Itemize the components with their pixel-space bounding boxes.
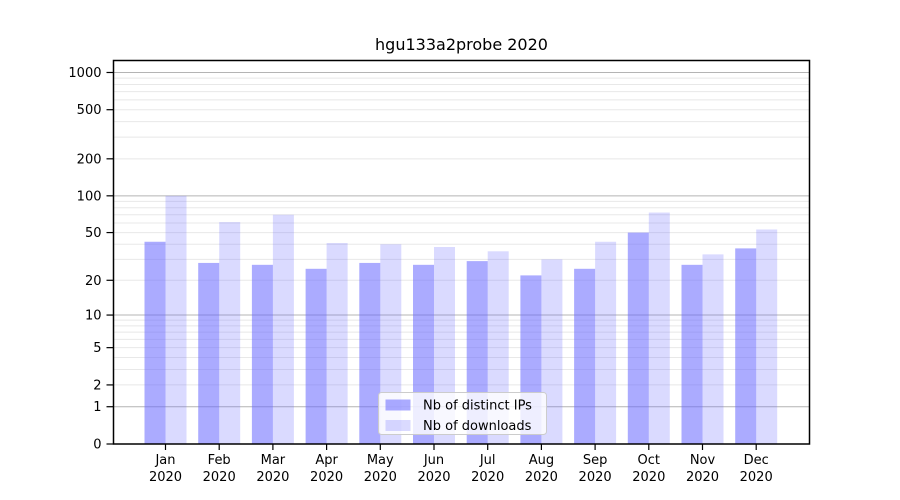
y-tick-label: 200 xyxy=(77,152,102,167)
x-tick-label-year: 2020 xyxy=(632,470,665,485)
x-tick-label-month: Jan xyxy=(154,453,175,468)
x-tick-label-year: 2020 xyxy=(256,470,289,485)
plot-frame xyxy=(112,59,811,445)
bar-downloads-Oct xyxy=(648,212,670,444)
legend-box xyxy=(378,392,547,435)
x-tick-label-year: 2020 xyxy=(740,470,773,485)
legend: Nb of distinct IPs Nb of downloads xyxy=(378,392,547,435)
bar-downloads-Apr xyxy=(326,243,348,444)
x-tick-label-year: 2020 xyxy=(364,470,397,485)
legend-swatch-distinct-ips xyxy=(385,399,411,411)
y-tick-label: 100 xyxy=(77,189,102,204)
x-tick-label-month: Sep xyxy=(583,453,608,468)
bar-distinct-ips-Feb xyxy=(198,262,220,444)
y-tick-label: 5 xyxy=(93,341,101,356)
bar-distinct-ips-Dec xyxy=(735,248,757,444)
x-tick-label-month: Apr xyxy=(315,453,338,468)
y-tick-label: 1 xyxy=(93,400,101,415)
bar-layer xyxy=(144,195,778,444)
bar-downloads-Nov xyxy=(702,254,724,444)
bar-downloads-Mar xyxy=(272,214,294,444)
bar-distinct-ips-Sep xyxy=(574,268,596,444)
x-tick-label-year: 2020 xyxy=(310,470,343,485)
x-tick-label-month: May xyxy=(367,453,394,468)
x-tick-label-year: 2020 xyxy=(579,470,612,485)
y-tick-label: 20 xyxy=(85,274,102,289)
bar-downloads-Dec xyxy=(756,229,778,444)
y-tick-label: 1000 xyxy=(68,66,101,81)
x-tick-label-year: 2020 xyxy=(525,470,558,485)
y-tick-label: 10 xyxy=(85,309,102,324)
x-tick-label-year: 2020 xyxy=(471,470,504,485)
bar-downloads-Jan xyxy=(165,195,187,444)
bar-distinct-ips-Oct xyxy=(627,232,649,444)
axis-layer: 0 1 2 5 10 20 50 100 200 500 1000 Jan 2020 Feb 2020 Mar… xyxy=(68,66,772,485)
x-tick-label-month: Oct xyxy=(638,453,660,468)
chart-title: hgu133a2probe 2020 xyxy=(375,35,548,54)
x-tick-label-month: Aug xyxy=(529,453,554,468)
legend-swatch-downloads xyxy=(385,420,411,431)
y-tick-label: 500 xyxy=(77,103,102,118)
x-tick-label-year: 2020 xyxy=(686,470,719,485)
bar-distinct-ips-May xyxy=(359,262,381,444)
bar-distinct-ips-Apr xyxy=(305,268,327,444)
bar-distinct-ips-Mar xyxy=(251,264,273,444)
x-tick-label-month: Jul xyxy=(479,453,496,468)
legend-label-distinct-ips: Nb of distinct IPs xyxy=(423,399,532,414)
x-tick-label-month: Dec xyxy=(744,453,769,468)
y-tick-label: 2 xyxy=(93,378,101,393)
y-tick-label: 50 xyxy=(85,226,102,241)
x-tick-label-month: Mar xyxy=(261,453,286,468)
y-tick-label: 0 xyxy=(93,438,101,453)
x-tick-label-year: 2020 xyxy=(417,470,450,485)
x-tick-label-month: Jun xyxy=(423,453,444,468)
x-tick-label-year: 2020 xyxy=(203,470,236,485)
bar-downloads-Feb xyxy=(219,222,241,444)
x-tick-label-month: Feb xyxy=(208,453,231,468)
x-tick-label-month: Nov xyxy=(690,453,716,468)
bar-downloads-Sep xyxy=(595,241,617,444)
x-tick-label-year: 2020 xyxy=(149,470,182,485)
bar-distinct-ips-Jan xyxy=(144,241,166,444)
legend-label-downloads: Nb of downloads xyxy=(423,419,532,434)
bar-distinct-ips-Nov xyxy=(681,264,703,444)
